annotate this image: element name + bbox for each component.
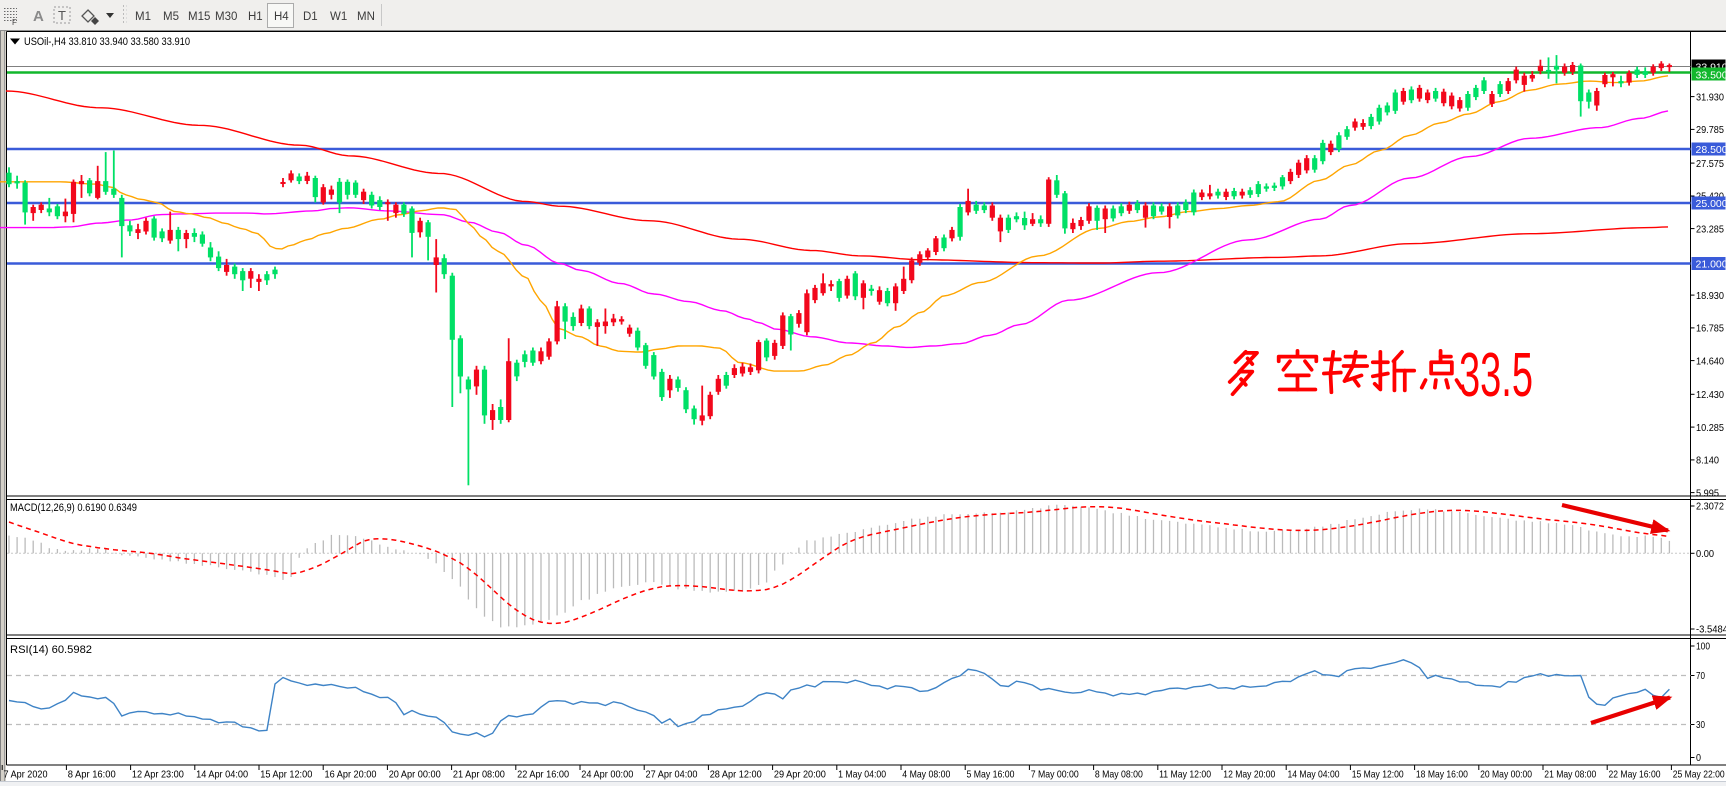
svg-text:12 May 20:00: 12 May 20:00 bbox=[1223, 769, 1275, 781]
svg-text:30: 30 bbox=[1696, 719, 1705, 731]
svg-text:M30: M30 bbox=[215, 11, 237, 23]
svg-text:18.930: 18.930 bbox=[1696, 290, 1724, 302]
svg-text:14 Apr 04:00: 14 Apr 04:00 bbox=[196, 769, 248, 781]
svg-text:8 May 08:00: 8 May 08:00 bbox=[1095, 769, 1143, 781]
svg-text:H4: H4 bbox=[274, 11, 289, 23]
svg-text:22 Apr 16:00: 22 Apr 16:00 bbox=[517, 769, 569, 781]
svg-text:T: T bbox=[58, 8, 66, 23]
svg-text:20 Apr 00:00: 20 Apr 00:00 bbox=[389, 769, 441, 781]
svg-text:33.5: 33.5 bbox=[1459, 341, 1533, 410]
svg-text:14 May 04:00: 14 May 04:00 bbox=[1288, 769, 1340, 781]
svg-text:1 May 04:00: 1 May 04:00 bbox=[838, 769, 886, 781]
svg-text:8 Apr 16:00: 8 Apr 16:00 bbox=[68, 769, 116, 781]
svg-text:MN: MN bbox=[357, 11, 375, 23]
svg-text:31.930: 31.930 bbox=[1696, 91, 1724, 103]
svg-text:RSI(14) 60.5982: RSI(14) 60.5982 bbox=[10, 644, 92, 656]
svg-text:12.430: 12.430 bbox=[1696, 389, 1724, 401]
svg-text:-3.5484: -3.5484 bbox=[1696, 624, 1726, 636]
svg-text:23.285: 23.285 bbox=[1696, 223, 1724, 235]
svg-text:25.000: 25.000 bbox=[1696, 198, 1726, 210]
svg-text:22 May 16:00: 22 May 16:00 bbox=[1609, 769, 1661, 781]
svg-text:D1: D1 bbox=[303, 11, 318, 23]
svg-text:8.140: 8.140 bbox=[1696, 455, 1719, 467]
svg-text:USOil-,H4 33.810 33.940 33.58: USOil-,H4 33.810 33.940 33.580 33.910 bbox=[24, 36, 190, 48]
svg-text:21 May 08:00: 21 May 08:00 bbox=[1544, 769, 1596, 781]
svg-text:16 Apr 20:00: 16 Apr 20:00 bbox=[325, 769, 377, 781]
svg-text:12 Apr 23:00: 12 Apr 23:00 bbox=[132, 769, 184, 781]
svg-text:2.3072: 2.3072 bbox=[1696, 501, 1724, 513]
svg-text:10.285: 10.285 bbox=[1696, 422, 1724, 434]
svg-text:25 May 22:00: 25 May 22:00 bbox=[1673, 769, 1725, 781]
svg-text:0: 0 bbox=[1696, 752, 1701, 764]
svg-text:5.995: 5.995 bbox=[1696, 487, 1719, 499]
svg-text:33.500: 33.500 bbox=[1696, 70, 1726, 82]
svg-text:18 May 16:00: 18 May 16:00 bbox=[1416, 769, 1468, 781]
svg-text:11 May 12:00: 11 May 12:00 bbox=[1159, 769, 1211, 781]
svg-text:28 Apr 12:00: 28 Apr 12:00 bbox=[710, 769, 762, 781]
svg-text:W1: W1 bbox=[330, 11, 347, 23]
svg-text:15 Apr 12:00: 15 Apr 12:00 bbox=[260, 769, 312, 781]
svg-text:21 Apr 08:00: 21 Apr 08:00 bbox=[453, 769, 505, 781]
svg-text:A: A bbox=[33, 8, 44, 25]
svg-text:28.500: 28.500 bbox=[1696, 144, 1726, 156]
svg-text:27 Apr 04:00: 27 Apr 04:00 bbox=[646, 769, 698, 781]
svg-text:27.575: 27.575 bbox=[1696, 158, 1724, 170]
svg-text:14.640: 14.640 bbox=[1696, 355, 1724, 367]
svg-text:MACD(12,26,9) 0.6190 0.6349: MACD(12,26,9) 0.6190 0.6349 bbox=[10, 502, 137, 514]
svg-text:29 Apr 20:00: 29 Apr 20:00 bbox=[774, 769, 826, 781]
svg-text:M1: M1 bbox=[135, 11, 151, 23]
svg-text:M15: M15 bbox=[188, 11, 210, 23]
svg-text:7 May 00:00: 7 May 00:00 bbox=[1031, 769, 1079, 781]
svg-text:24 Apr 00:00: 24 Apr 00:00 bbox=[581, 769, 633, 781]
svg-text:F: F bbox=[12, 18, 17, 27]
svg-text:7 Apr 2020: 7 Apr 2020 bbox=[4, 769, 48, 781]
svg-text:70: 70 bbox=[1696, 670, 1705, 682]
svg-text:16.785: 16.785 bbox=[1696, 323, 1724, 335]
svg-text:15 May 12:00: 15 May 12:00 bbox=[1352, 769, 1404, 781]
svg-text:29.785: 29.785 bbox=[1696, 124, 1724, 136]
svg-text:5 May 16:00: 5 May 16:00 bbox=[967, 769, 1015, 781]
svg-text:M5: M5 bbox=[163, 11, 179, 23]
svg-text:21.000: 21.000 bbox=[1696, 259, 1726, 271]
svg-text:20 May 00:00: 20 May 00:00 bbox=[1480, 769, 1532, 781]
svg-text:100: 100 bbox=[1696, 641, 1710, 653]
svg-text:4 May 08:00: 4 May 08:00 bbox=[902, 769, 950, 781]
svg-text:H1: H1 bbox=[248, 11, 263, 23]
svg-text:0.00: 0.00 bbox=[1696, 548, 1714, 560]
